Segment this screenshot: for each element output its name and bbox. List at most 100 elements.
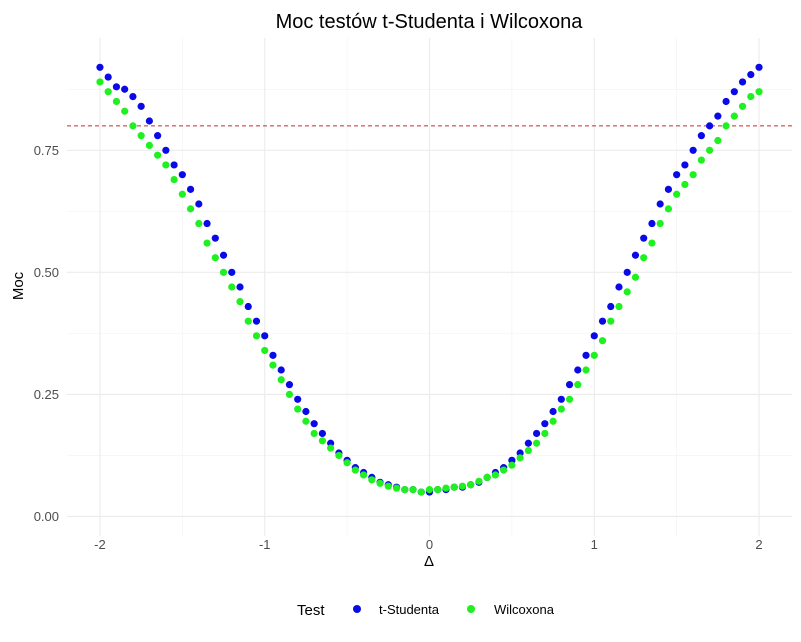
data-point bbox=[730, 112, 738, 120]
data-point bbox=[557, 395, 565, 403]
data-point bbox=[747, 92, 755, 101]
x-tick-label: 1 bbox=[591, 537, 598, 552]
data-point bbox=[607, 302, 615, 311]
data-point bbox=[549, 407, 557, 416]
data-point bbox=[738, 78, 747, 86]
data-point bbox=[574, 381, 582, 389]
data-point bbox=[747, 71, 755, 79]
data-point bbox=[211, 234, 219, 242]
data-point bbox=[442, 484, 450, 492]
data-point bbox=[186, 205, 195, 213]
data-point bbox=[203, 219, 211, 228]
data-point bbox=[664, 205, 673, 213]
data-point bbox=[178, 171, 186, 179]
data-point bbox=[252, 317, 261, 325]
data-point bbox=[129, 92, 137, 101]
data-point bbox=[401, 486, 409, 494]
y-tick-label: 0.75 bbox=[34, 143, 59, 158]
data-point bbox=[417, 488, 425, 496]
data-point bbox=[137, 102, 145, 110]
data-point bbox=[343, 459, 351, 467]
data-point bbox=[656, 219, 664, 228]
x-axis-label: Δ bbox=[424, 553, 434, 570]
data-point bbox=[129, 122, 137, 130]
data-point bbox=[236, 283, 244, 291]
y-tick-label: 0.25 bbox=[34, 387, 59, 402]
data-point bbox=[170, 175, 178, 184]
data-point bbox=[368, 476, 376, 484]
data-point bbox=[384, 482, 392, 490]
data-point bbox=[310, 429, 318, 438]
data-points bbox=[96, 63, 763, 496]
data-point bbox=[285, 390, 294, 399]
data-point bbox=[359, 471, 368, 479]
data-point bbox=[425, 486, 434, 494]
data-point bbox=[178, 190, 186, 198]
data-point bbox=[96, 78, 104, 86]
data-point bbox=[516, 454, 524, 462]
legend-swatch-wilcoxona bbox=[467, 605, 475, 613]
data-point bbox=[351, 466, 359, 474]
data-point bbox=[615, 302, 623, 311]
data-point bbox=[615, 283, 623, 291]
data-point bbox=[755, 63, 763, 71]
y-tick-label: 0.50 bbox=[34, 265, 59, 280]
data-point bbox=[755, 88, 763, 96]
data-point bbox=[121, 107, 129, 115]
data-point bbox=[533, 439, 541, 447]
data-point bbox=[590, 332, 598, 340]
data-point bbox=[574, 366, 582, 374]
data-point bbox=[565, 395, 574, 403]
data-point bbox=[640, 234, 648, 242]
y-axis-label: Moc bbox=[10, 271, 27, 300]
data-point bbox=[541, 429, 549, 438]
data-point bbox=[294, 395, 302, 403]
data-point bbox=[162, 146, 170, 154]
data-point bbox=[137, 132, 145, 140]
data-point bbox=[623, 268, 631, 276]
x-tick-label: 0 bbox=[426, 537, 433, 552]
data-point bbox=[483, 473, 491, 482]
data-point bbox=[211, 254, 219, 262]
data-point bbox=[170, 161, 178, 169]
data-point bbox=[318, 429, 326, 438]
data-point bbox=[310, 420, 318, 428]
data-point bbox=[104, 73, 112, 81]
legend-label-t-studenta: t-Studenta bbox=[379, 602, 440, 617]
data-point bbox=[294, 405, 302, 413]
data-point bbox=[541, 420, 549, 428]
data-point bbox=[714, 112, 722, 120]
data-point bbox=[722, 122, 730, 130]
data-point bbox=[590, 351, 598, 359]
data-point bbox=[195, 219, 203, 228]
data-point bbox=[145, 141, 153, 150]
data-point bbox=[154, 132, 162, 140]
data-point bbox=[269, 351, 277, 359]
data-point bbox=[722, 97, 730, 106]
data-point bbox=[533, 429, 541, 438]
data-point bbox=[162, 161, 170, 169]
data-point bbox=[664, 185, 673, 193]
data-point bbox=[598, 337, 607, 345]
data-point bbox=[607, 317, 615, 325]
data-point bbox=[252, 332, 261, 340]
data-point bbox=[738, 102, 747, 110]
data-point bbox=[458, 482, 467, 490]
data-point bbox=[302, 417, 310, 425]
data-point bbox=[277, 366, 285, 374]
data-point bbox=[623, 288, 631, 296]
x-tick-label: -2 bbox=[94, 537, 106, 552]
data-point bbox=[434, 486, 442, 494]
data-point bbox=[714, 136, 722, 145]
data-point bbox=[318, 437, 326, 445]
data-point bbox=[244, 302, 252, 311]
data-point bbox=[195, 200, 203, 208]
data-point bbox=[697, 156, 705, 164]
data-point bbox=[409, 486, 417, 494]
data-point bbox=[706, 146, 714, 154]
data-point bbox=[524, 446, 532, 455]
data-point bbox=[730, 88, 738, 96]
y-tick-label: 0.00 bbox=[34, 509, 59, 524]
data-point bbox=[277, 376, 285, 384]
